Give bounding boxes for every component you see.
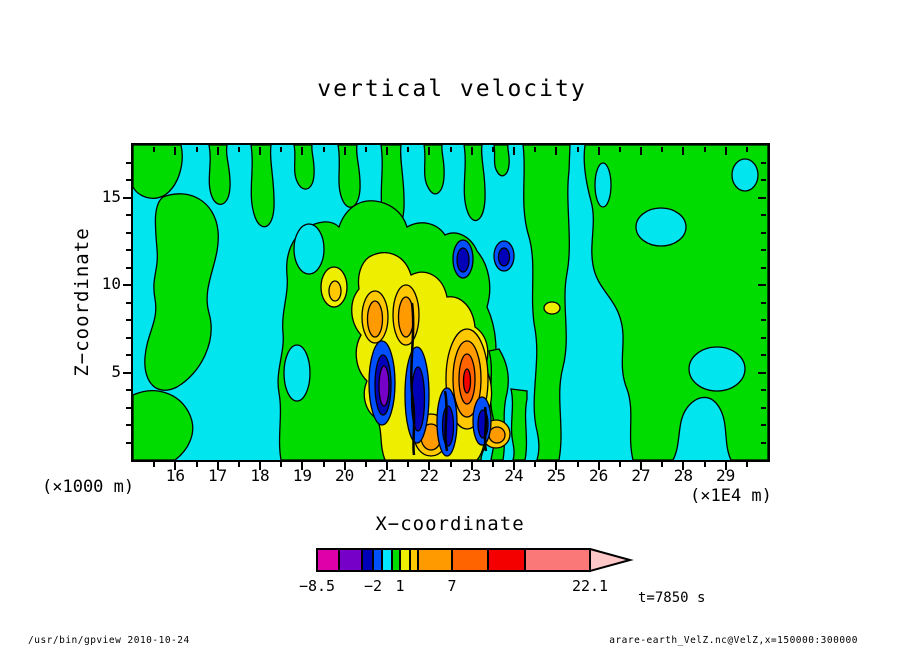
- x-tick-label: 21: [377, 466, 397, 485]
- x-tick-bottom: [513, 462, 515, 470]
- colorbar-overflow-arrow: [589, 547, 634, 573]
- colorbar-level-label: 22.1: [571, 577, 609, 595]
- y-tick-left: [123, 371, 131, 374]
- colorbar-segment: [338, 548, 363, 572]
- x-tick-bottom: [216, 462, 219, 470]
- x-axis-units: (×1E4 m): [690, 486, 772, 506]
- colorbar-segment: [409, 548, 419, 572]
- colorbar-segment: [372, 548, 383, 572]
- y-tick-label: 15: [101, 186, 121, 206]
- x-tick-label: 17: [208, 466, 228, 485]
- x-tick-bottom: [322, 462, 325, 467]
- chart-title: vertical velocity: [317, 76, 587, 102]
- footer-datasource: arare-earth_VelZ.nc@VelZ,x=150000:300000: [609, 635, 858, 646]
- x-tick-bottom: [703, 462, 706, 467]
- x-tick-bottom: [259, 462, 261, 470]
- x-tick-label: 25: [546, 466, 566, 485]
- colorbar-segment: [399, 548, 411, 572]
- x-tick-bottom: [364, 462, 367, 467]
- x-tick-label: 19: [292, 466, 312, 485]
- x-tick-bottom: [745, 462, 748, 467]
- x-tick-bottom: [491, 462, 494, 467]
- colorbar-segment: [451, 548, 489, 572]
- colorbar-segment: [487, 548, 526, 572]
- x-tick-label: 23: [462, 466, 482, 485]
- y-axis-units: (×1000 m): [42, 477, 135, 497]
- x-tick-label: 16: [165, 466, 185, 485]
- colorbar-segment: [524, 548, 591, 572]
- x-tick-bottom: [386, 462, 388, 470]
- x-tick-bottom: [640, 462, 642, 470]
- x-tick-bottom: [174, 462, 177, 470]
- x-tick-bottom: [470, 462, 473, 470]
- y-axis-title: Z−coordinate: [71, 227, 93, 377]
- x-tick-bottom: [407, 462, 410, 467]
- x-tick-bottom: [724, 462, 727, 470]
- dense-contour-streaks: [410, 302, 488, 456]
- x-tick-bottom: [534, 462, 537, 467]
- x-tick-bottom: [682, 462, 685, 470]
- x-tick-bottom: [576, 462, 579, 467]
- colorbar-segment: [381, 548, 393, 572]
- x-tick-bottom: [301, 462, 304, 470]
- x-tick-label: 29: [716, 466, 736, 485]
- x-tick-bottom: [428, 462, 431, 470]
- colorbar-segment: [316, 548, 340, 572]
- x-axis-title: X−coordinate: [375, 513, 525, 535]
- x-tick-label: 20: [335, 466, 355, 485]
- colorbar-level-label: −8.5: [298, 577, 336, 595]
- x-tick-label: 24: [504, 466, 524, 485]
- x-tick-bottom: [195, 462, 198, 467]
- x-tick-bottom: [449, 462, 452, 467]
- x-tick-bottom: [597, 462, 600, 470]
- x-tick-bottom: [343, 462, 346, 470]
- footer-command: /usr/bin/gpview 2010-10-24: [28, 635, 190, 646]
- colorbar: −8.5 −2 1 7 22.1: [299, 547, 656, 608]
- x-tick-bottom: [618, 462, 621, 467]
- x-tick-label: 22: [419, 466, 439, 485]
- x-tick-label: 28: [673, 466, 693, 485]
- x-tick-bottom: [153, 462, 156, 467]
- colorbar-segment: [391, 548, 401, 572]
- colorbar-level-label: 1: [395, 577, 405, 595]
- time-annotation: t=7850 s: [638, 590, 706, 606]
- x-tick-label: 27: [631, 466, 651, 485]
- colorbar-segment: [361, 548, 374, 572]
- x-tick-label: 18: [250, 466, 270, 485]
- x-tick-bottom: [237, 462, 240, 467]
- x-tick-bottom: [661, 462, 664, 467]
- colorbar-segment: [417, 548, 453, 572]
- colorbar-level-label: 7: [447, 577, 457, 595]
- x-tick-label: 26: [589, 466, 609, 485]
- cyan-lakes: [283, 158, 759, 402]
- x-tick-bottom: [555, 462, 558, 470]
- contour-field: [133, 145, 768, 460]
- colorbar-bar: [316, 547, 634, 573]
- x-tick-bottom: [280, 462, 283, 467]
- plot-frame: [131, 143, 770, 462]
- y-tick-left: [123, 196, 131, 199]
- colorbar-level-label: −2: [363, 577, 383, 595]
- y-tick-left: [123, 284, 131, 286]
